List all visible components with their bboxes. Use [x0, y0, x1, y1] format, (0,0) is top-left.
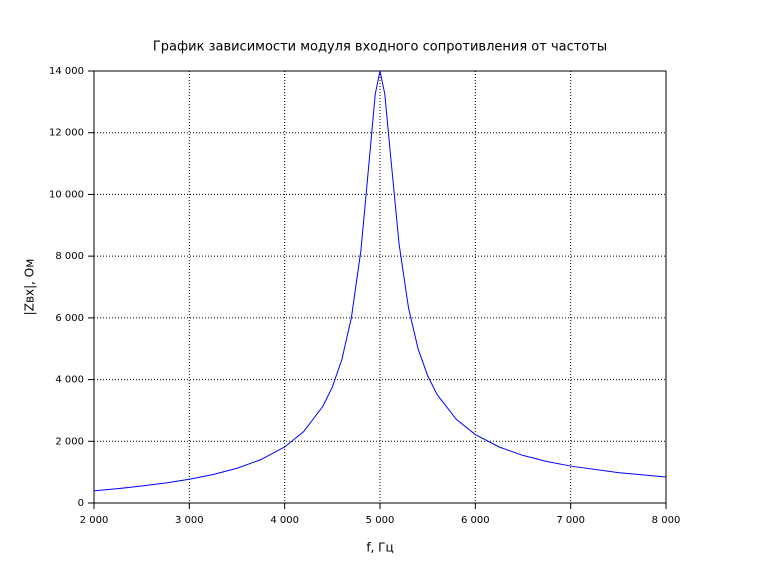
- y-tick-label: 10 000: [49, 189, 84, 200]
- x-axis-label: f, Гц: [366, 541, 393, 555]
- y-tick-label: 0: [78, 498, 84, 509]
- y-tick-label: 4 000: [55, 375, 84, 386]
- x-tick-label: 6 000: [461, 515, 490, 526]
- data-line: [93, 70, 667, 492]
- y-axis-label: |Zвх|, Ом: [23, 259, 37, 316]
- x-tick-label: 4 000: [270, 515, 299, 526]
- y-tick-label: 12 000: [49, 128, 84, 139]
- y-tick-label: 14 000: [49, 66, 84, 77]
- y-tick-label: 2 000: [55, 436, 84, 447]
- y-tick-label: 6 000: [55, 313, 84, 324]
- y-tick-label: 8 000: [55, 251, 84, 262]
- chart-title: График зависимости модуля входного сопро…: [153, 40, 607, 55]
- x-tick-label: 8 000: [652, 515, 681, 526]
- x-tick-label: 7 000: [556, 515, 585, 526]
- x-tick-label: 2 000: [80, 515, 109, 526]
- x-tick-label: 3 000: [175, 515, 204, 526]
- x-tick-label: 5 000: [366, 515, 395, 526]
